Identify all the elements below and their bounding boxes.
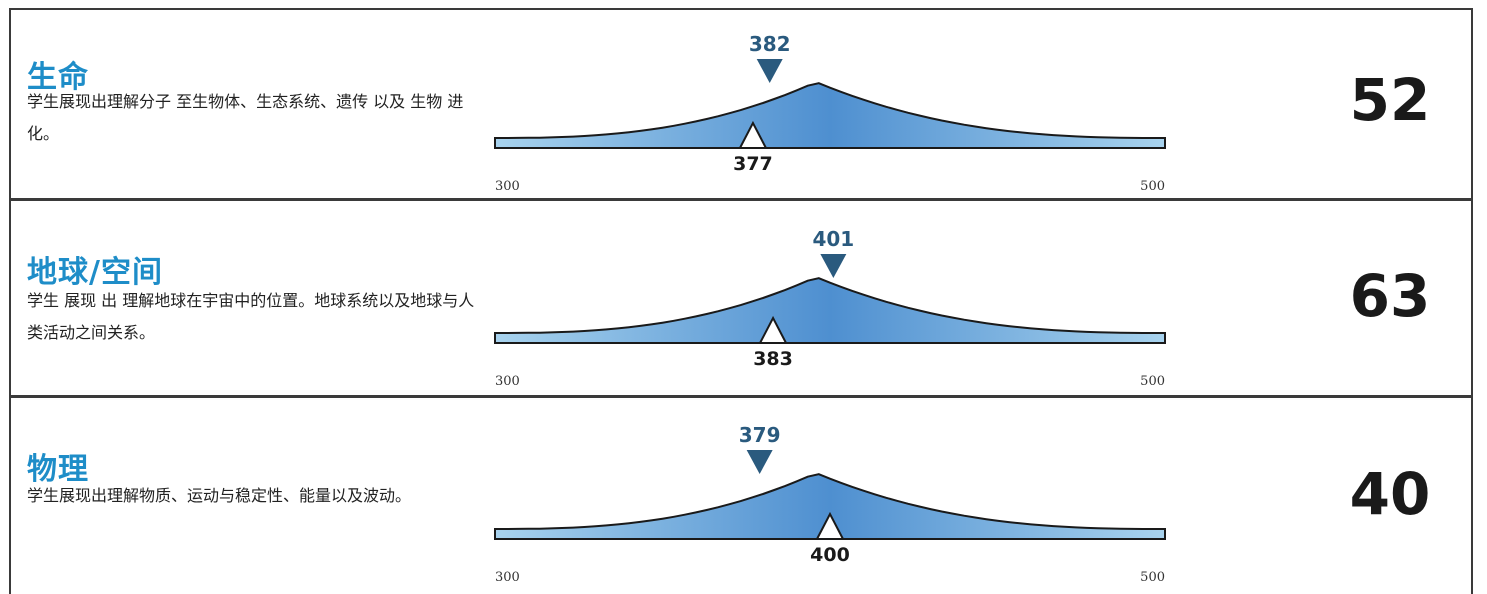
distribution-curve bbox=[494, 473, 1166, 540]
top-marker bbox=[820, 254, 847, 278]
bottom-marker bbox=[738, 120, 768, 149]
domain-score-earth-space: 63 bbox=[1349, 262, 1431, 330]
row-divider bbox=[9, 395, 1473, 398]
top-marker-label: 401 bbox=[812, 227, 854, 251]
distribution-chart-life: 377 382 300 500 bbox=[494, 32, 1166, 194]
domain-description-physics: 学生展现出理解物质、运动与稳定性、能量以及波动。 bbox=[27, 486, 412, 505]
top-marker bbox=[756, 59, 783, 83]
top-marker-label: 382 bbox=[749, 32, 791, 56]
domain-score-life: 52 bbox=[1349, 66, 1431, 134]
domain-title-life: 生命 bbox=[27, 60, 89, 95]
report-frame bbox=[9, 8, 1473, 594]
top-marker bbox=[746, 450, 773, 474]
tick-label-min: 300 bbox=[495, 179, 520, 194]
distribution-curve bbox=[494, 82, 1166, 149]
distribution-chart-physics: 400 379 300 500 bbox=[494, 423, 1166, 585]
domain-description-earth-space: 学生 展现 出 理解地球在宇宙中的位置。地球系统以及地球与人类活动之间关系。 bbox=[27, 291, 475, 342]
bottom-marker bbox=[758, 315, 788, 344]
bottom-marker-label: 377 bbox=[733, 153, 773, 175]
tick-label-max: 500 bbox=[1140, 179, 1165, 194]
distribution-chart-earth-space: 383 401 300 500 bbox=[494, 227, 1166, 389]
bottom-marker-label: 383 bbox=[753, 348, 793, 370]
domain-title-earth-space: 地球/空间 bbox=[27, 255, 163, 290]
tick-label-max: 500 bbox=[1140, 374, 1165, 389]
tick-label-min: 300 bbox=[495, 570, 520, 585]
bottom-marker bbox=[815, 511, 845, 540]
row-divider bbox=[9, 198, 1473, 201]
bottom-marker-label: 400 bbox=[810, 544, 850, 566]
top-marker-label: 379 bbox=[739, 423, 781, 447]
tick-label-min: 300 bbox=[495, 374, 520, 389]
domain-title-physics: 物理 bbox=[27, 452, 89, 487]
tick-label-max: 500 bbox=[1140, 570, 1165, 585]
domain-score-physics: 40 bbox=[1349, 460, 1431, 528]
distribution-curve bbox=[494, 277, 1166, 344]
domain-description-life: 学生展现出理解分子 至生物体、生态系统、遗传 以及 生物 进化。 bbox=[27, 92, 464, 143]
